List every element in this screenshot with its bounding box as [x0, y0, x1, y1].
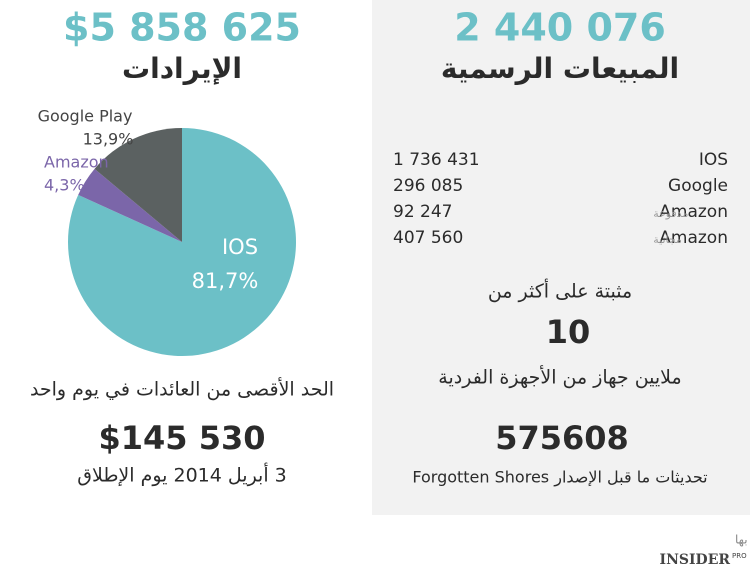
slice-value: 4,3% [44, 176, 85, 195]
logo: INSIDER [660, 552, 731, 568]
sales-number: 296 085 [393, 176, 463, 196]
installed-value: 10 [546, 313, 591, 351]
footnote: بما في ذلك عدة أجهزة متعددة عند الشراء ل… [735, 532, 750, 548]
right-panel-bg [372, 0, 750, 515]
slice-label: IOS [222, 235, 258, 259]
slice-label: Google Play [38, 107, 133, 126]
sales-note: مجانية [653, 233, 682, 246]
slice-value: 81,7% [192, 269, 259, 293]
sales-platform: Amazon [659, 228, 728, 248]
pie-slice [78, 168, 182, 242]
slice-label: Amazon [44, 153, 109, 172]
max-day-caption: الحد الأقصى من العائدات في يوم واحد [30, 378, 334, 401]
slice-value: 13,9% [83, 130, 134, 149]
sales-platform: IOS [699, 150, 728, 170]
sales-number: 1 736 431 [393, 150, 480, 170]
sales-platform: Google [668, 176, 728, 196]
sales-platform: Amazon [659, 202, 728, 222]
pie-slice [67, 128, 296, 356]
installed-caption: ملايين جهاز من الأجهزة الفردية [438, 366, 681, 389]
max-day-value: $145 530 [99, 419, 266, 457]
launch-date: 3 أبريل 2014 يوم الإطلاق [77, 463, 287, 487]
sales-total: 2 440 076 [454, 6, 666, 50]
sales-number: 407 560 [393, 228, 463, 248]
pie-slice [94, 128, 182, 242]
logo-sup: PRO [732, 552, 747, 560]
installed-intro: مثبتة على أكثر من [488, 279, 632, 303]
revenue-title: الإيرادات [122, 52, 242, 85]
sales-note: مدفوعة [653, 207, 688, 220]
updates-value: 575608 [495, 419, 629, 457]
updates-caption: تحديثات ما قبل الإصدار Forgotten Shores [412, 468, 707, 488]
sales-title: المبيعات الرسمية [441, 52, 679, 85]
sales-number: 92 247 [393, 202, 452, 222]
revenue-total: $5 858 625 [63, 6, 301, 50]
